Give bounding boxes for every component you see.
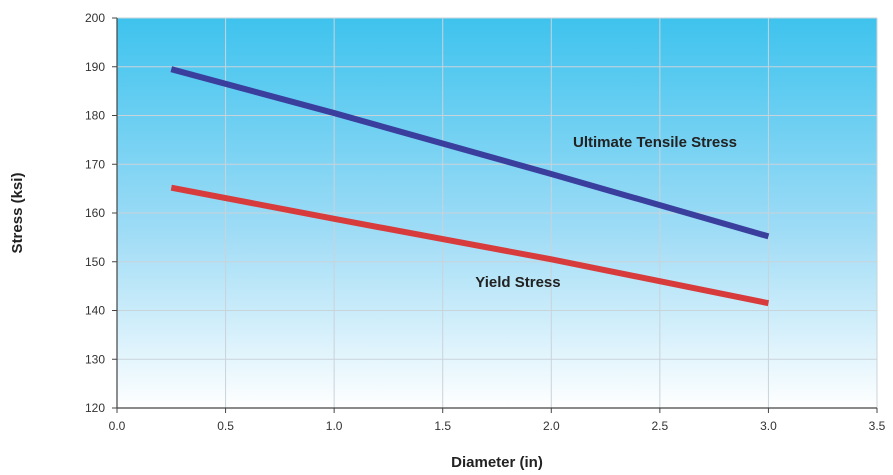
series-lines bbox=[170, 66, 770, 307]
y-tick-label: 130 bbox=[85, 352, 105, 366]
y-tick-labels: 120 130 140 150 160 170 180 190 200 bbox=[85, 11, 105, 415]
y-tick-label: 150 bbox=[85, 255, 105, 269]
x-tick-label: 1.5 bbox=[434, 419, 451, 433]
y-tick-label: 200 bbox=[85, 11, 105, 25]
x-tick-label: 2.0 bbox=[543, 419, 560, 433]
y-axis-label: Stress (ksi) bbox=[9, 173, 26, 254]
series-label-1: Yield Stress bbox=[475, 274, 560, 291]
x-tick-label: 3.0 bbox=[760, 419, 777, 433]
series-line-0 bbox=[170, 66, 770, 240]
axes bbox=[112, 17, 878, 413]
series-line-1 bbox=[170, 184, 770, 307]
y-tick-label: 190 bbox=[85, 60, 105, 74]
y-tick-label: 140 bbox=[85, 304, 105, 318]
series-annotations: Ultimate Tensile Stress Yield Stress bbox=[475, 134, 737, 291]
y-tick-label: 170 bbox=[85, 157, 105, 171]
x-tick-label: 0.5 bbox=[217, 419, 234, 433]
y-tick-label: 120 bbox=[85, 401, 105, 415]
x-tick-label: 3.5 bbox=[869, 419, 886, 433]
x-tick-label: 2.5 bbox=[652, 419, 669, 433]
y-tick-label: 180 bbox=[85, 109, 105, 123]
x-axis-label: Diameter (in) bbox=[451, 454, 543, 471]
y-tick-label: 160 bbox=[85, 206, 105, 220]
x-tick-label: 0.0 bbox=[109, 419, 126, 433]
x-tick-label: 1.0 bbox=[326, 419, 343, 433]
x-tick-labels: 0.0 0.5 1.0 1.5 2.0 2.5 3.0 3.5 bbox=[109, 419, 886, 433]
series-label-0: Ultimate Tensile Stress bbox=[573, 134, 737, 151]
